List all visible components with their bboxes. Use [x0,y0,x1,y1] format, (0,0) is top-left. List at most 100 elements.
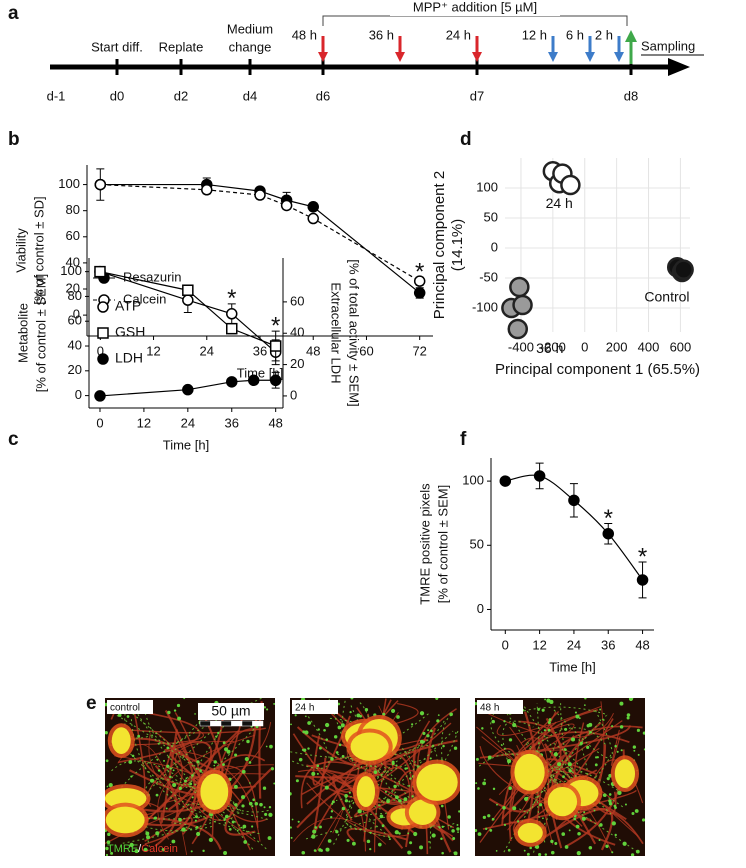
x-tick-label: 24 [567,637,581,652]
mitochondria [491,719,495,724]
mitochondria [107,832,111,837]
scale-bar-segment [231,720,243,727]
mitochondria [491,817,495,821]
mitochondria [450,825,452,828]
neurite-red [196,805,234,821]
marker [182,294,194,306]
mitochondria [549,750,552,753]
mitochondria [155,793,159,797]
mitochondria [259,802,263,807]
neurite-red [312,715,351,786]
mitochondria [213,760,217,764]
mitochondria [348,791,351,794]
mitochondria [224,814,229,819]
y-tick-label: 80 [66,202,80,217]
mitochondria [393,784,397,789]
mitochondria [324,785,329,790]
mitochondria [593,809,596,812]
mitochondria [570,737,576,742]
mitochondria [338,743,342,747]
marker [94,265,106,278]
mitochondria [264,812,268,816]
y-tick-label: 60 [66,228,80,243]
mitochondria [171,839,176,844]
neurite-red [293,817,387,845]
mitochondria [181,827,186,832]
mitochondria [178,786,182,791]
panel-label: c [8,429,19,450]
event-label: Replate [159,39,204,54]
mitochondria [561,832,566,836]
mitochondria [224,822,227,824]
legend-label: Resazurin [123,269,182,284]
mitochondria [325,847,330,852]
mitochondria [598,839,601,842]
mitochondria [564,727,568,731]
mitochondria [573,817,577,821]
mitochondria [266,708,269,711]
mitochondria [453,746,458,750]
scatter-point [673,259,694,280]
stain-label: / [138,843,142,855]
time-point-label: 36 h [369,27,394,42]
mitochondria [307,721,311,725]
mitochondria [263,806,266,809]
neurite-green [552,708,613,759]
mitochondria [333,735,338,739]
chart: f 0 50 100 0 12 24 36 48 Time [h] TMRE positive pi… [417,429,654,674]
mitochondria [337,725,342,730]
mitochondria [455,732,457,734]
panel-label: e [86,693,97,714]
y-axis-label: [% of control ± SEM] [33,274,48,392]
mitochondria [241,795,246,800]
significance-mark: * [638,543,647,570]
panel-label: b [8,129,20,150]
mitochondria [273,702,275,705]
mitochondria [364,708,369,712]
marker [201,184,213,196]
mitochondria [390,708,396,714]
neurite-red [491,747,518,813]
mitochondria [599,708,602,711]
mitochondria [131,754,135,758]
mitochondria [475,782,478,785]
mitochondria [475,757,479,761]
x-tick-label: 600 [670,339,692,354]
y-tick-label: 0 [477,601,484,616]
day-label: d2 [174,88,188,103]
treatment-arrowhead [472,52,482,62]
time-point-label: 12 h [522,27,547,42]
mitochondria [575,824,580,829]
time-point-label: 48 h [292,27,317,42]
y-tick-label: 20 [66,280,80,295]
mitochondria [503,720,506,723]
y-axis-label: (14.1%) [449,219,466,272]
y-axis-label: [% of control ± SEM] [435,485,450,603]
mitochondria [366,839,371,844]
event-label: change [229,39,272,54]
mitochondria [331,800,335,804]
mitochondria [631,811,635,815]
mitochondria [356,713,361,718]
mitochondria [290,792,292,796]
x-tick-label: 24 [181,415,195,430]
mitochondria [185,777,188,780]
marker [533,470,546,482]
mitochondria [431,833,436,838]
mitochondria [236,829,239,832]
mitochondria [419,711,425,716]
mitochondria [542,817,544,820]
mitochondria [453,851,458,856]
chart: d -100 -50 0 50 100 -400 -200 0 200 400 600 Principa… [431,129,700,378]
neurite-green [341,700,430,753]
mitochondria [441,851,444,855]
mitochondria [273,782,275,785]
mitochondria [428,841,430,843]
series-line [100,183,421,294]
scale-bar-segment [241,720,253,727]
mitochondria [427,729,430,732]
mitochondria [295,779,299,783]
mitochondria [547,728,551,732]
mitochondria [169,775,172,779]
x-tick-label: 12 [137,415,151,430]
